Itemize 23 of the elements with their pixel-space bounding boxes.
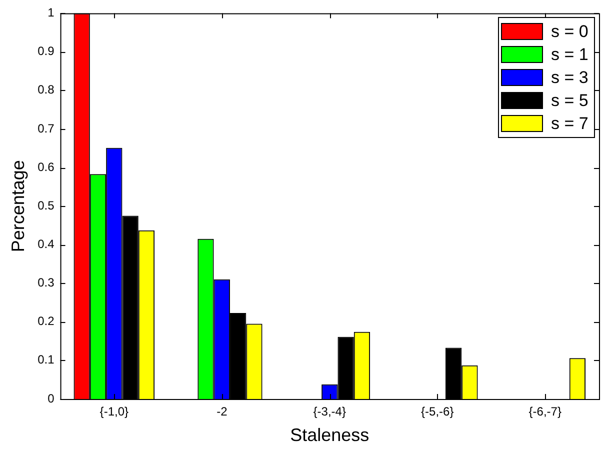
legend-label: s = 0 <box>551 21 588 44</box>
y-tick-label: 0.9 <box>38 44 55 58</box>
y-tick-label: 1 <box>48 6 55 20</box>
x-axis-title: Staleness <box>290 425 370 446</box>
y-tick-label: 0.7 <box>38 121 55 136</box>
legend-label: s = 5 <box>551 90 588 112</box>
legend-label: s = 7 <box>551 113 588 136</box>
x-tick-label: {-5,-6} <box>421 404 454 419</box>
x-tick-label: {-1,0} <box>100 404 129 419</box>
legend-label: s = 3 <box>551 67 588 90</box>
y-tick-label: 0 <box>48 391 55 406</box>
y-tick-label: 0.6 <box>38 160 55 174</box>
x-tick-label: {-3,-4} <box>313 404 346 419</box>
y-tick-label: 0.2 <box>38 314 55 328</box>
y-tick-label: 0.8 <box>38 82 55 97</box>
y-tick-label: 0.5 <box>38 198 55 212</box>
y-tick-label: 0.4 <box>38 236 55 251</box>
y-axis-title: Percentage <box>8 160 28 252</box>
x-tick-label: {-6,-7} <box>528 404 562 419</box>
y-tick-label: 0.3 <box>38 276 55 290</box>
x-tick-label: -2 <box>216 404 228 419</box>
y-tick-label: 0.1 <box>38 352 55 367</box>
legend-label: s = 1 <box>551 44 588 66</box>
